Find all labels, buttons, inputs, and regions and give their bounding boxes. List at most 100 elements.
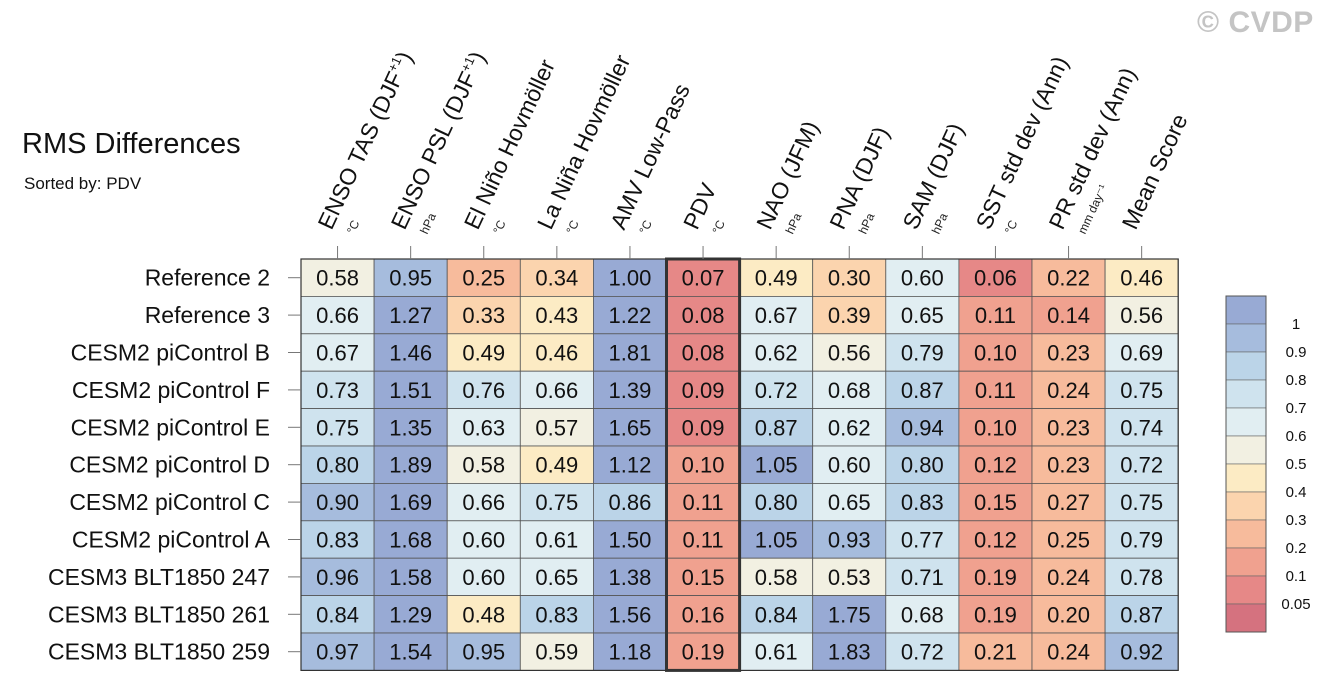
heatmap-cell [812,445,887,484]
cell-value: 0.72 [755,378,798,403]
cell-value: 1.75 [828,602,871,627]
cell-value: 0.75 [316,415,359,440]
cell-value: 0.56 [828,341,871,366]
cell-value: 0.22 [1047,266,1090,291]
colorbar-tick-label: 1 [1292,316,1300,333]
row-label-cesm2-picontrol-e: CESM2 piControl E [71,414,270,440]
heatmap-cell [666,295,740,335]
row-label-cesm2-picontrol-b: CESM2 piControl B [71,340,270,366]
cell-value: 0.79 [901,341,944,366]
column-unit: °C [710,218,729,236]
heatmap-cell [519,482,594,522]
colorbar-tick-label: 0.4 [1286,484,1307,501]
cell-value: 0.39 [828,303,871,328]
row-label-cesm3-blt1850-259: CESM3 BLT1850 259 [48,639,270,665]
cell-value: 0.78 [1120,565,1163,590]
cell-value: 1.38 [609,565,652,590]
heatmap-cell [1104,520,1179,559]
row-label-cesm2-picontrol-a: CESM2 piControl A [72,527,271,553]
cell-value: 0.84 [316,602,359,627]
cell-value: 0.34 [535,266,578,291]
cell-value: 1.56 [609,602,652,627]
cell-value: 1.58 [389,565,432,590]
heatmap-cell [300,370,375,410]
cell-value: 0.66 [316,303,359,328]
cell-value: 0.58 [755,565,798,590]
cell-value: 0.68 [901,602,944,627]
colorbar-bin [1225,491,1267,521]
cell-value: 0.74 [1120,415,1163,440]
heatmap-cell [666,482,740,522]
cell-value: 1.68 [389,528,432,553]
cell-value: 0.86 [609,490,652,515]
cell-value: 1.54 [389,640,432,665]
cell-value: 1.39 [609,378,652,403]
heatmap-cell [446,333,521,372]
cell-value: 0.68 [828,378,871,403]
column-unit: hPa [929,211,951,237]
cell-value: 0.60 [462,528,505,553]
heatmap-cell [812,632,887,671]
heatmap-cell [1031,445,1106,484]
chart-title: RMS Differences [22,128,241,160]
row-label-cesm3-blt1850-247: CESM3 BLT1850 247 [48,564,270,590]
cell-value: 0.72 [901,640,944,665]
heatmap-cell [885,333,960,372]
heatmap-cell [593,557,667,597]
cell-value: 0.09 [682,415,725,440]
cell-value: 0.25 [1047,528,1090,553]
cell-value: 0.92 [1120,640,1163,665]
heatmap-cell [519,520,594,559]
heatmap-cell [446,632,521,671]
heatmap-cell [1104,632,1179,671]
cell-value: 1.18 [609,640,652,665]
cell-value: 0.65 [901,303,944,328]
cell-value: 0.73 [316,378,359,403]
heatmap-cell [519,333,594,372]
heatmap-cell [885,445,960,484]
cell-value: 0.16 [682,602,725,627]
heatmap-cell [739,595,814,634]
cell-value: 1.05 [755,528,798,553]
cell-value: 1.89 [389,453,432,478]
cell-value: 0.24 [1047,640,1090,665]
cell-value: 0.83 [316,528,359,553]
cell-value: 0.21 [974,640,1017,665]
heatmap-cell [812,408,887,447]
cell-value: 0.08 [682,341,725,366]
cell-value: 0.25 [462,266,505,291]
cell-value: 0.49 [462,341,505,366]
heatmap-cell [666,445,740,484]
cell-value: 0.69 [1120,341,1163,366]
cell-value: 0.65 [535,565,578,590]
row-label-cesm2-picontrol-d: CESM2 piControl D [69,452,270,478]
colorbar-tick-label: 0.1 [1286,568,1307,585]
cell-value: 0.96 [316,565,359,590]
cell-value: 0.61 [535,528,578,553]
cell-value: 0.80 [316,453,359,478]
cell-value: 0.72 [1120,453,1163,478]
cell-value: 0.65 [828,490,871,515]
cell-value: 1.50 [609,528,652,553]
heatmap-cell [593,595,667,634]
cell-value: 0.94 [901,415,944,440]
cell-value: 0.23 [1047,453,1090,478]
cell-value: 0.10 [974,415,1017,440]
heatmap-cell [885,295,960,335]
heatmap-cell [958,595,1033,634]
heatmap-cell [739,445,814,484]
cell-value: 0.71 [901,565,944,590]
heatmap-cell [519,408,594,447]
heatmap-cell [666,333,740,372]
heatmap-cell [666,370,740,410]
cell-value: 0.75 [1120,490,1163,515]
heatmap-cell [812,258,887,297]
cell-value: 0.80 [901,453,944,478]
cell-value: 0.90 [316,490,359,515]
colorbar-tick-label: 0.3 [1286,512,1307,529]
cell-value: 0.49 [755,266,798,291]
cell-value: 0.87 [1120,602,1163,627]
heatmap-cell [739,370,814,410]
colorbar-frame [1225,295,1267,633]
